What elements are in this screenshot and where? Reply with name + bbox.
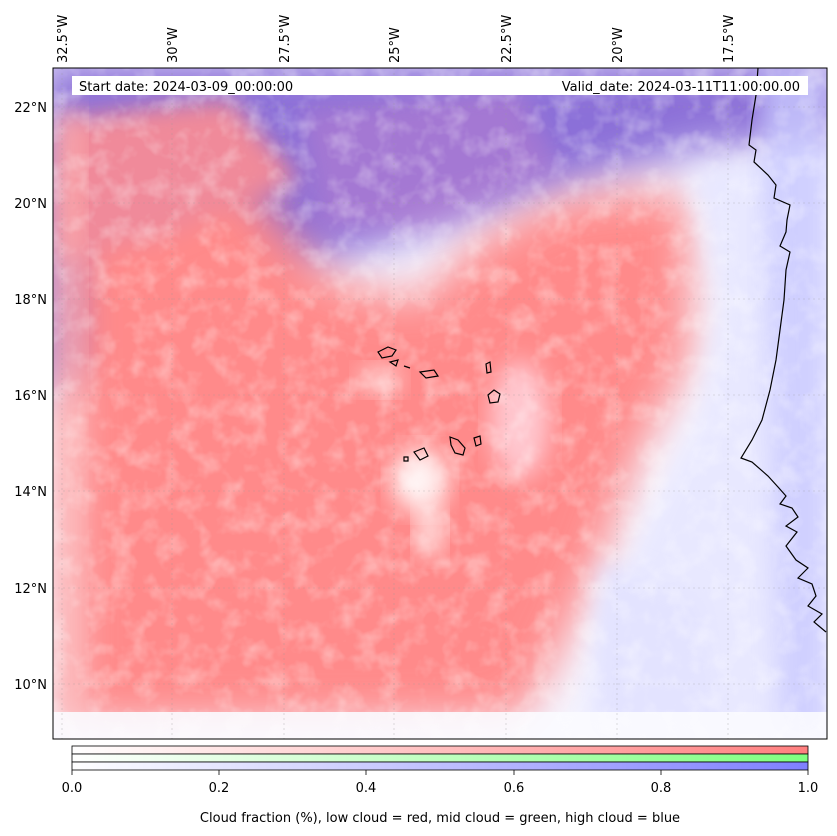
cape-verde-islands xyxy=(377,346,501,462)
cloud-field-map xyxy=(53,68,827,739)
valid-date-label: Valid_date: 2024-03-11T11:00:00.00 xyxy=(562,80,800,95)
lat-label: 16°N xyxy=(14,389,47,404)
lon-label: 27.5°W xyxy=(278,15,293,63)
colorbar-mid xyxy=(71,753,809,763)
colorbar-tick: 0.6 xyxy=(504,781,525,796)
lat-label: 12°N xyxy=(14,582,47,597)
africa-coastline xyxy=(740,68,827,633)
lon-label: 25°W xyxy=(388,27,403,63)
latitude-labels: 22°N 20°N 18°N 16°N 14°N 12°N 10°N xyxy=(14,101,47,693)
colorbar-tick: 0.8 xyxy=(651,781,672,796)
lon-label: 22.5°W xyxy=(500,15,515,63)
map-frame xyxy=(52,67,828,740)
colorbar-tick: 0.0 xyxy=(62,781,83,796)
lat-label: 10°N xyxy=(14,678,47,693)
colorbar-high xyxy=(71,761,809,771)
lat-label: 22°N xyxy=(14,101,47,116)
colorbar-low xyxy=(71,745,809,755)
lat-label: 18°N xyxy=(14,293,47,308)
colorbar-tick: 1.0 xyxy=(798,781,819,796)
lon-label: 32.5°W xyxy=(56,15,71,63)
longitude-labels: 32.5°W 30°W 27.5°W 25°W 22.5°W 20°W 17.5… xyxy=(56,15,737,63)
start-date-label: Start date: 2024-03-09_00:00:00 xyxy=(79,80,293,95)
colorbar-tick: 0.2 xyxy=(209,781,230,796)
lon-label: 17.5°W xyxy=(722,15,737,63)
lon-label: 20°W xyxy=(611,27,626,63)
lat-label: 20°N xyxy=(14,197,47,212)
colorbar-tick: 0.4 xyxy=(356,781,377,796)
colorbar: 0.0 0.2 0.4 0.6 0.8 1.0 Cloud fraction (… xyxy=(62,745,819,826)
lon-label: 30°W xyxy=(166,27,181,63)
date-box xyxy=(72,76,808,95)
lat-label: 14°N xyxy=(14,485,47,500)
colorbar-caption: Cloud fraction (%), low cloud = red, mid… xyxy=(200,811,680,826)
map-gridlines xyxy=(53,68,827,739)
